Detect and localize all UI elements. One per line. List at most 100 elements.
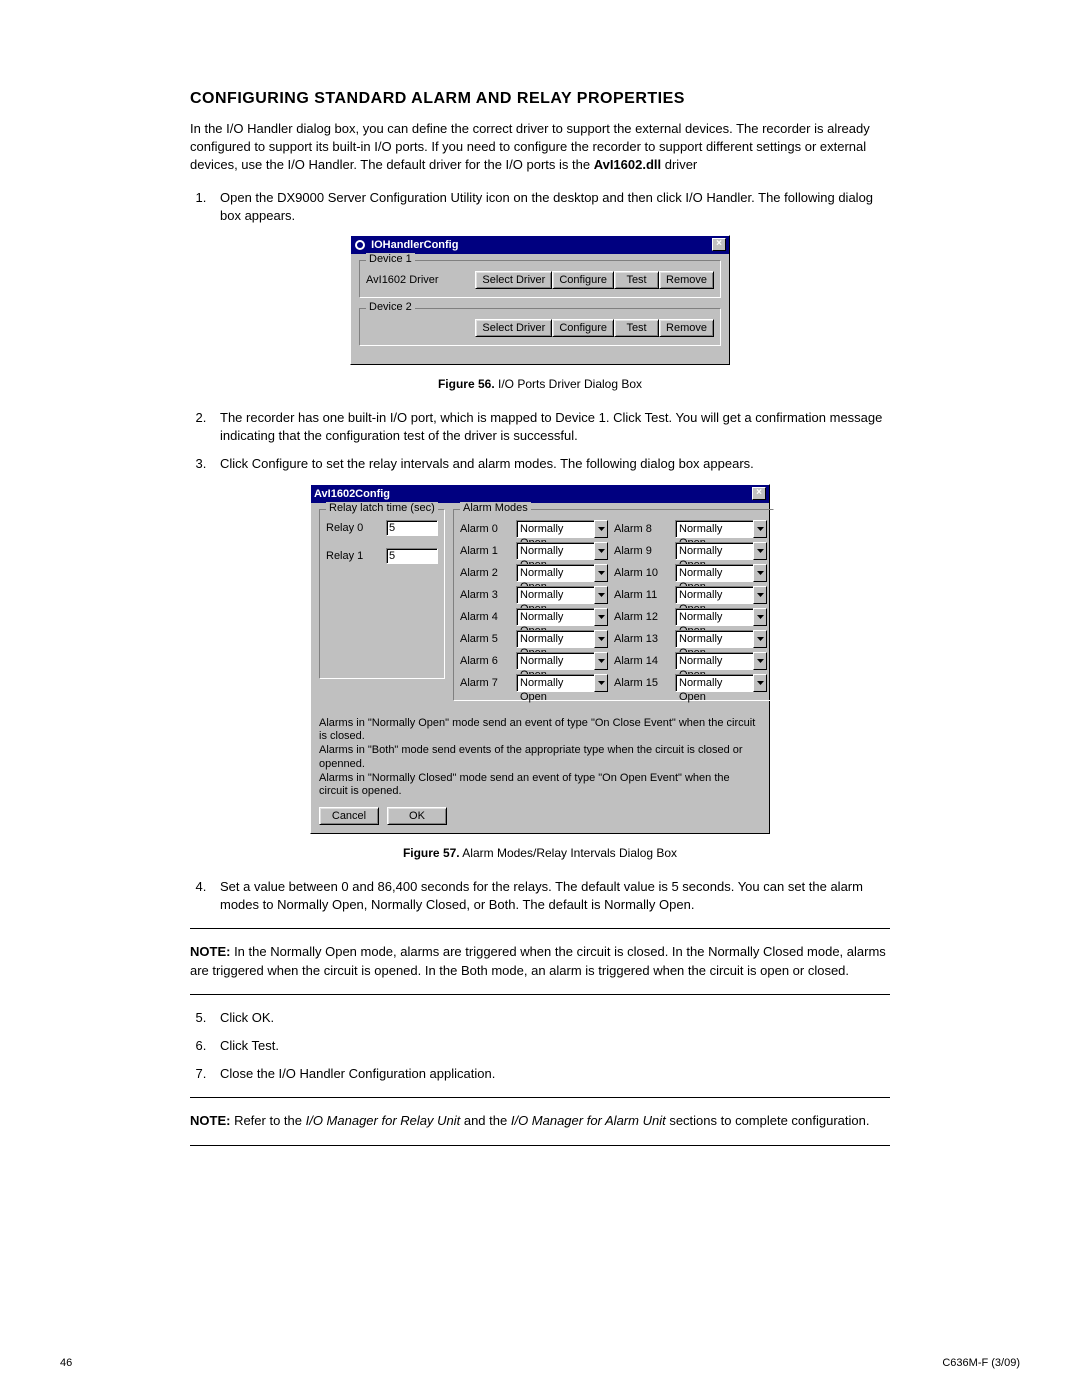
alarm-label: Alarm 6 [460, 655, 510, 667]
intro-driver-name: AvI1602.dll [594, 157, 661, 172]
note-b-p1: Refer to the [230, 1113, 305, 1128]
relay0-input[interactable] [386, 520, 438, 536]
alarm-modes-group: Alarm Modes Alarm 0Normally OpenAlarm 8N… [453, 509, 774, 701]
relay0-label: Relay 0 [326, 522, 376, 534]
note-a-text: In the Normally Open mode, alarms are tr… [190, 944, 886, 977]
alarm-label: Alarm 9 [614, 545, 669, 557]
chevron-down-icon[interactable] [594, 608, 608, 626]
test-button[interactable]: Test [614, 271, 659, 289]
ok-button[interactable]: OK [387, 807, 447, 825]
alarm-modes-legend: Alarm Modes [460, 502, 531, 514]
chevron-down-icon[interactable] [753, 520, 767, 538]
figure57-text: Alarm Modes/Relay Intervals Dialog Box [460, 846, 677, 860]
alarm-mode-select[interactable]: Normally Open [516, 586, 608, 604]
alarm-label: Alarm 14 [614, 655, 669, 667]
page-number: 46 [60, 1357, 72, 1369]
step-1: Open the DX9000 Server Configuration Uti… [210, 189, 890, 225]
alarm-label: Alarm 12 [614, 611, 669, 623]
alarm-mode-select[interactable]: Normally Open [675, 674, 767, 692]
alarm-mode-select[interactable]: Normally Open [675, 586, 767, 604]
alarm-mode-select[interactable]: Normally Open [675, 520, 767, 538]
alarm-mode-select[interactable]: Normally Open [516, 542, 608, 560]
note-a-bold: NOTE: [190, 944, 230, 959]
alarm-mode-select[interactable]: Normally Open [516, 630, 608, 648]
chevron-down-icon[interactable] [753, 630, 767, 648]
page-heading: CONFIGURING STANDARD ALARM AND RELAY PRO… [190, 90, 890, 108]
alarm-note1: Alarms in "Normally Open" mode send an e… [319, 717, 761, 745]
device1-driver-label: AvI1602 Driver [366, 274, 439, 286]
relay1-input[interactable] [386, 548, 438, 564]
chevron-down-icon[interactable] [753, 652, 767, 670]
step-7: Close the I/O Handler Configuration appl… [210, 1065, 890, 1083]
alarm-label: Alarm 13 [614, 633, 669, 645]
cancel-button[interactable]: Cancel [319, 807, 379, 825]
note-b-p2: and the [460, 1113, 511, 1128]
divider [190, 1097, 890, 1098]
alarm-mode-select[interactable]: Normally Open [675, 630, 767, 648]
note-b-italic1: I/O Manager for Relay Unit [306, 1113, 461, 1128]
chevron-down-icon[interactable] [594, 630, 608, 648]
select-driver-button[interactable]: Select Driver [475, 319, 552, 337]
figure56-caption: Figure 56. I/O Ports Driver Dialog Box [190, 377, 890, 391]
chevron-down-icon[interactable] [753, 674, 767, 692]
chevron-down-icon[interactable] [594, 520, 608, 538]
remove-button[interactable]: Remove [659, 319, 714, 337]
alarm-mode-select[interactable]: Normally Open [675, 608, 767, 626]
figure57-number: Figure 57. [403, 846, 460, 860]
dialog-titlebar: IOHandlerConfig × [351, 236, 729, 254]
alarm-mode-select[interactable]: Normally Open [516, 674, 608, 692]
iohandler-dialog: IOHandlerConfig × Device 1 AvI1602 Drive… [350, 235, 730, 365]
figure56-number: Figure 56. [438, 377, 495, 391]
remove-button[interactable]: Remove [659, 271, 714, 289]
alarm-mode-select[interactable]: Normally Open [516, 608, 608, 626]
divider [190, 1145, 890, 1146]
relay1-label: Relay 1 [326, 550, 376, 562]
step-2: The recorder has one built-in I/O port, … [210, 409, 890, 445]
relay-latch-group: Relay latch time (sec) Relay 0 Relay 1 [319, 509, 445, 679]
device2-group: Device 2 Select Driver Configure Test Re… [359, 308, 721, 346]
alarm-mode-select[interactable]: Normally Open [516, 564, 608, 582]
alarm-mode-select[interactable]: Normally Open [675, 564, 767, 582]
chevron-down-icon[interactable] [594, 674, 608, 692]
note-b: NOTE: Refer to the I/O Manager for Relay… [190, 1112, 890, 1130]
alarm-note2: Alarms in "Both" mode send events of the… [319, 744, 761, 772]
dialog-title: IOHandlerConfig [371, 239, 458, 251]
alarm-label: Alarm 1 [460, 545, 510, 557]
app-icon [354, 239, 371, 251]
alarm-label: Alarm 0 [460, 523, 510, 535]
avi1602config-dialog: AvI1602Config × Relay latch time (sec) R… [310, 484, 770, 835]
chevron-down-icon[interactable] [594, 586, 608, 604]
intro-paragraph: In the I/O Handler dialog box, you can d… [190, 120, 890, 175]
note-b-bold: NOTE: [190, 1113, 230, 1128]
chevron-down-icon[interactable] [753, 564, 767, 582]
note-b-italic2: I/O Manager for Alarm Unit [511, 1113, 666, 1128]
chevron-down-icon[interactable] [753, 542, 767, 560]
close-icon[interactable]: × [712, 238, 726, 251]
alarm-label: Alarm 11 [614, 589, 669, 601]
divider [190, 928, 890, 929]
step-6: Click Test. [210, 1037, 890, 1055]
step-3: Click Configure to set the relay interva… [210, 455, 890, 473]
select-driver-button[interactable]: Select Driver [475, 271, 552, 289]
chevron-down-icon[interactable] [594, 542, 608, 560]
alarm-note3: Alarms in "Normally Closed" mode send an… [319, 772, 761, 800]
configure-button[interactable]: Configure [552, 271, 614, 289]
alarm-mode-select[interactable]: Normally Open [516, 520, 608, 538]
note-b-p3: sections to complete configuration. [666, 1113, 870, 1128]
alarm-label: Alarm 7 [460, 677, 510, 689]
chevron-down-icon[interactable] [753, 608, 767, 626]
chevron-down-icon[interactable] [753, 586, 767, 604]
alarm-label: Alarm 4 [460, 611, 510, 623]
test-button[interactable]: Test [614, 319, 659, 337]
configure-button[interactable]: Configure [552, 319, 614, 337]
alarm-mode-select[interactable]: Normally Open [675, 542, 767, 560]
chevron-down-icon[interactable] [594, 652, 608, 670]
device1-legend: Device 1 [366, 253, 415, 265]
alarm-mode-select[interactable]: Normally Open [675, 652, 767, 670]
step-5: Click OK. [210, 1009, 890, 1027]
figure57-caption: Figure 57. Alarm Modes/Relay Intervals D… [190, 846, 890, 860]
chevron-down-icon[interactable] [594, 564, 608, 582]
close-icon[interactable]: × [752, 487, 766, 500]
alarm-label: Alarm 2 [460, 567, 510, 579]
alarm-mode-select[interactable]: Normally Open [516, 652, 608, 670]
